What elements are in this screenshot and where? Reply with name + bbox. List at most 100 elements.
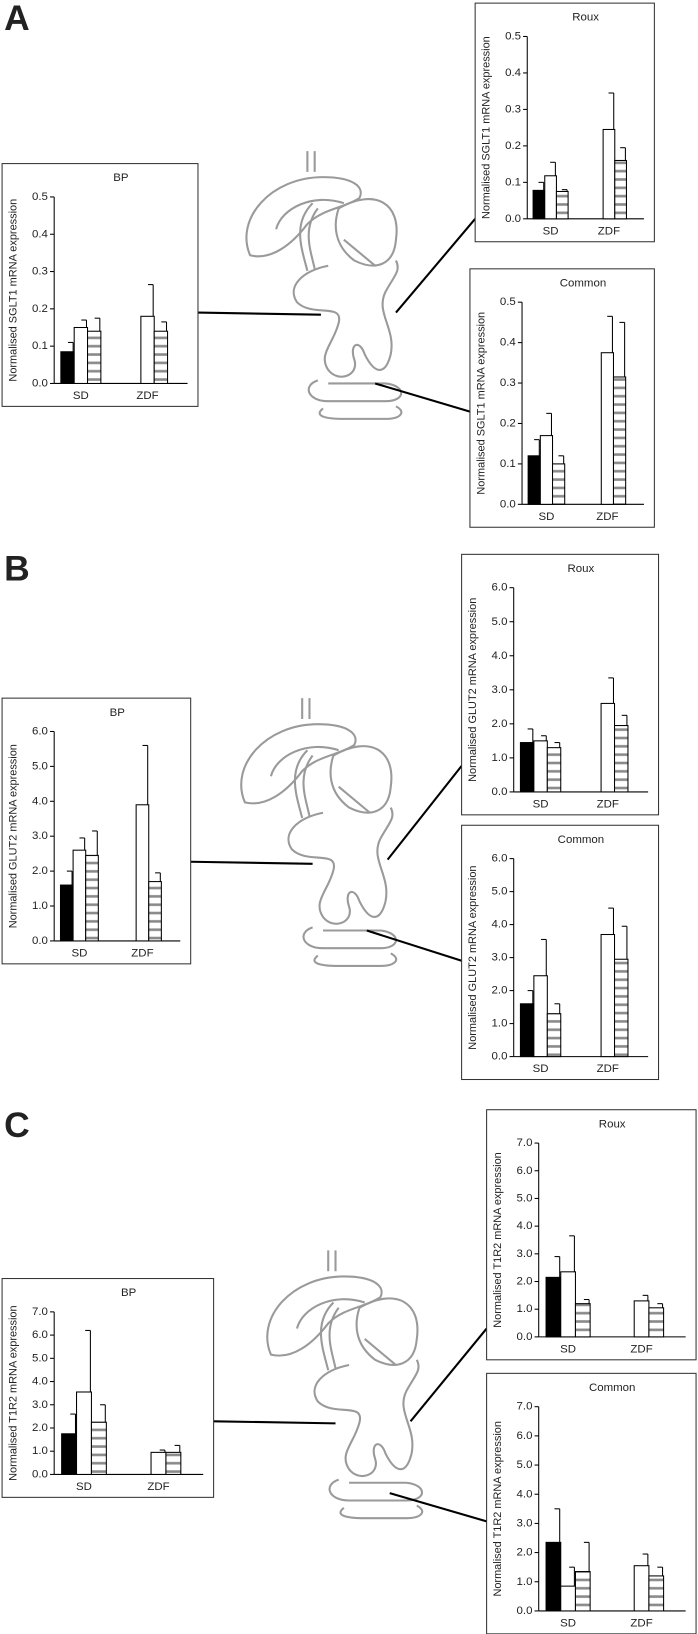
error-bar: [620, 147, 626, 161]
y-tick-label: 0.0: [32, 377, 48, 389]
intestine-illustration: [240, 697, 398, 967]
y-tick-label: 2.0: [492, 718, 508, 730]
bar: [532, 189, 546, 220]
bar: [60, 351, 75, 384]
error-bar: [546, 412, 552, 436]
bar: [76, 1391, 92, 1475]
chart-title: Common: [558, 834, 604, 846]
error-bar: [159, 1449, 166, 1453]
y-tick-label: 2.0: [492, 985, 508, 997]
y-tick-label: 0.1: [32, 340, 48, 352]
y-tick-label: 4.0: [492, 650, 508, 662]
y-tick-label: 0.0: [517, 1331, 533, 1343]
x-tick-label: ZDF: [131, 947, 153, 959]
x-tick-label: SD: [538, 511, 554, 523]
y-axis-label: Normalised T1R2 mRNA expression: [492, 1421, 504, 1596]
x-tick-label: ZDF: [598, 225, 620, 237]
y-tick-label: 6.0: [517, 1430, 533, 1442]
y-axis-label: Normalised GLUT2 mRNA expression: [467, 598, 479, 782]
y-tick-label: 5.0: [517, 1459, 533, 1471]
connector-lines: [190, 218, 488, 1523]
bar: [600, 702, 616, 793]
chart-title: Common: [560, 277, 606, 289]
chart-title: BP: [121, 1287, 137, 1299]
y-tick-label: 0.5: [500, 296, 516, 308]
y-tick-label: 3.0: [492, 684, 508, 696]
y-tick-label: 4.0: [492, 919, 508, 931]
y-tick-label: 0.3: [505, 103, 521, 115]
chart-title: Roux: [568, 563, 595, 575]
x-tick-label: ZDF: [136, 390, 158, 402]
error-bar: [147, 284, 154, 317]
bar: [545, 1276, 562, 1338]
bar: [600, 352, 614, 505]
bar: [633, 1565, 650, 1612]
error-bar: [569, 1235, 575, 1272]
error-bar: [79, 837, 86, 851]
x-tick-label: SD: [76, 1481, 92, 1493]
y-tick-label: 0.1: [505, 176, 521, 188]
error-bar: [554, 1003, 561, 1014]
connector: [389, 1492, 487, 1523]
y-axis-label: Normalised GLUT2 mRNA expression: [467, 866, 479, 1050]
y-tick-label: 0.1: [500, 458, 516, 470]
y-tick-label: 0.0: [492, 1051, 508, 1063]
bar: [560, 1585, 576, 1612]
x-tick-label: SD: [560, 1617, 576, 1629]
y-axis-label: Normalised T1R2 mRNA expression: [7, 1305, 19, 1480]
y-tick-label: 4.0: [517, 1488, 533, 1500]
bar: [546, 1013, 562, 1058]
error-bar: [608, 677, 614, 704]
bar: [544, 175, 557, 220]
chart-title: BP: [113, 172, 129, 184]
chart-title: BP: [110, 707, 126, 719]
y-tick-label: 1.0: [492, 1018, 508, 1030]
bar: [533, 975, 548, 1058]
panel-label: A: [4, 0, 30, 38]
error-bar: [554, 742, 561, 748]
error-bar: [558, 455, 565, 464]
y-tick-label: 0.3: [500, 377, 516, 389]
x-tick-label: ZDF: [597, 798, 619, 810]
bar: [527, 455, 541, 505]
y-tick-label: 5.0: [492, 886, 508, 898]
bar: [72, 849, 87, 942]
error-bar: [66, 870, 73, 886]
y-tick-label: 6.0: [517, 1165, 533, 1177]
y-tick-label: 4.0: [32, 795, 48, 807]
bar: [648, 1575, 665, 1612]
error-bar: [534, 439, 540, 456]
chart-title: Common: [589, 1382, 635, 1394]
bar: [140, 315, 155, 384]
connector: [395, 218, 476, 314]
y-tick-label: 0.0: [492, 786, 508, 798]
y-tick-label: 0.2: [505, 140, 521, 152]
y-tick-label: 0.0: [500, 498, 516, 510]
y-tick-label: 3.0: [32, 1399, 48, 1411]
error-bar: [174, 1444, 181, 1453]
bar: [61, 1433, 78, 1475]
y-axis-label: Normalised SGLT1 mRNA expression: [481, 36, 493, 219]
error-bar: [538, 181, 545, 191]
y-tick-label: 4.0: [32, 1376, 48, 1388]
x-tick-label: ZDF: [596, 511, 618, 523]
error-bar: [541, 735, 547, 741]
x-tick-label: SD: [560, 1343, 576, 1355]
connector: [213, 1420, 336, 1425]
y-axis-label: Normalised GLUT2 mRNA expression: [7, 744, 19, 928]
y-tick-label: 0.5: [32, 191, 48, 203]
bar: [602, 128, 616, 220]
error-bar: [621, 714, 628, 726]
y-tick-label: 0.4: [32, 228, 49, 240]
error-bar: [67, 341, 74, 352]
connector: [374, 382, 471, 413]
error-bar: [527, 728, 534, 743]
y-tick-label: 3.0: [492, 952, 508, 964]
connector: [409, 1327, 488, 1422]
error-bar: [619, 321, 626, 377]
bar: [87, 330, 102, 384]
error-bar: [642, 1294, 649, 1301]
y-tick-label: 1.0: [492, 752, 508, 764]
x-tick-label: SD: [71, 947, 87, 959]
